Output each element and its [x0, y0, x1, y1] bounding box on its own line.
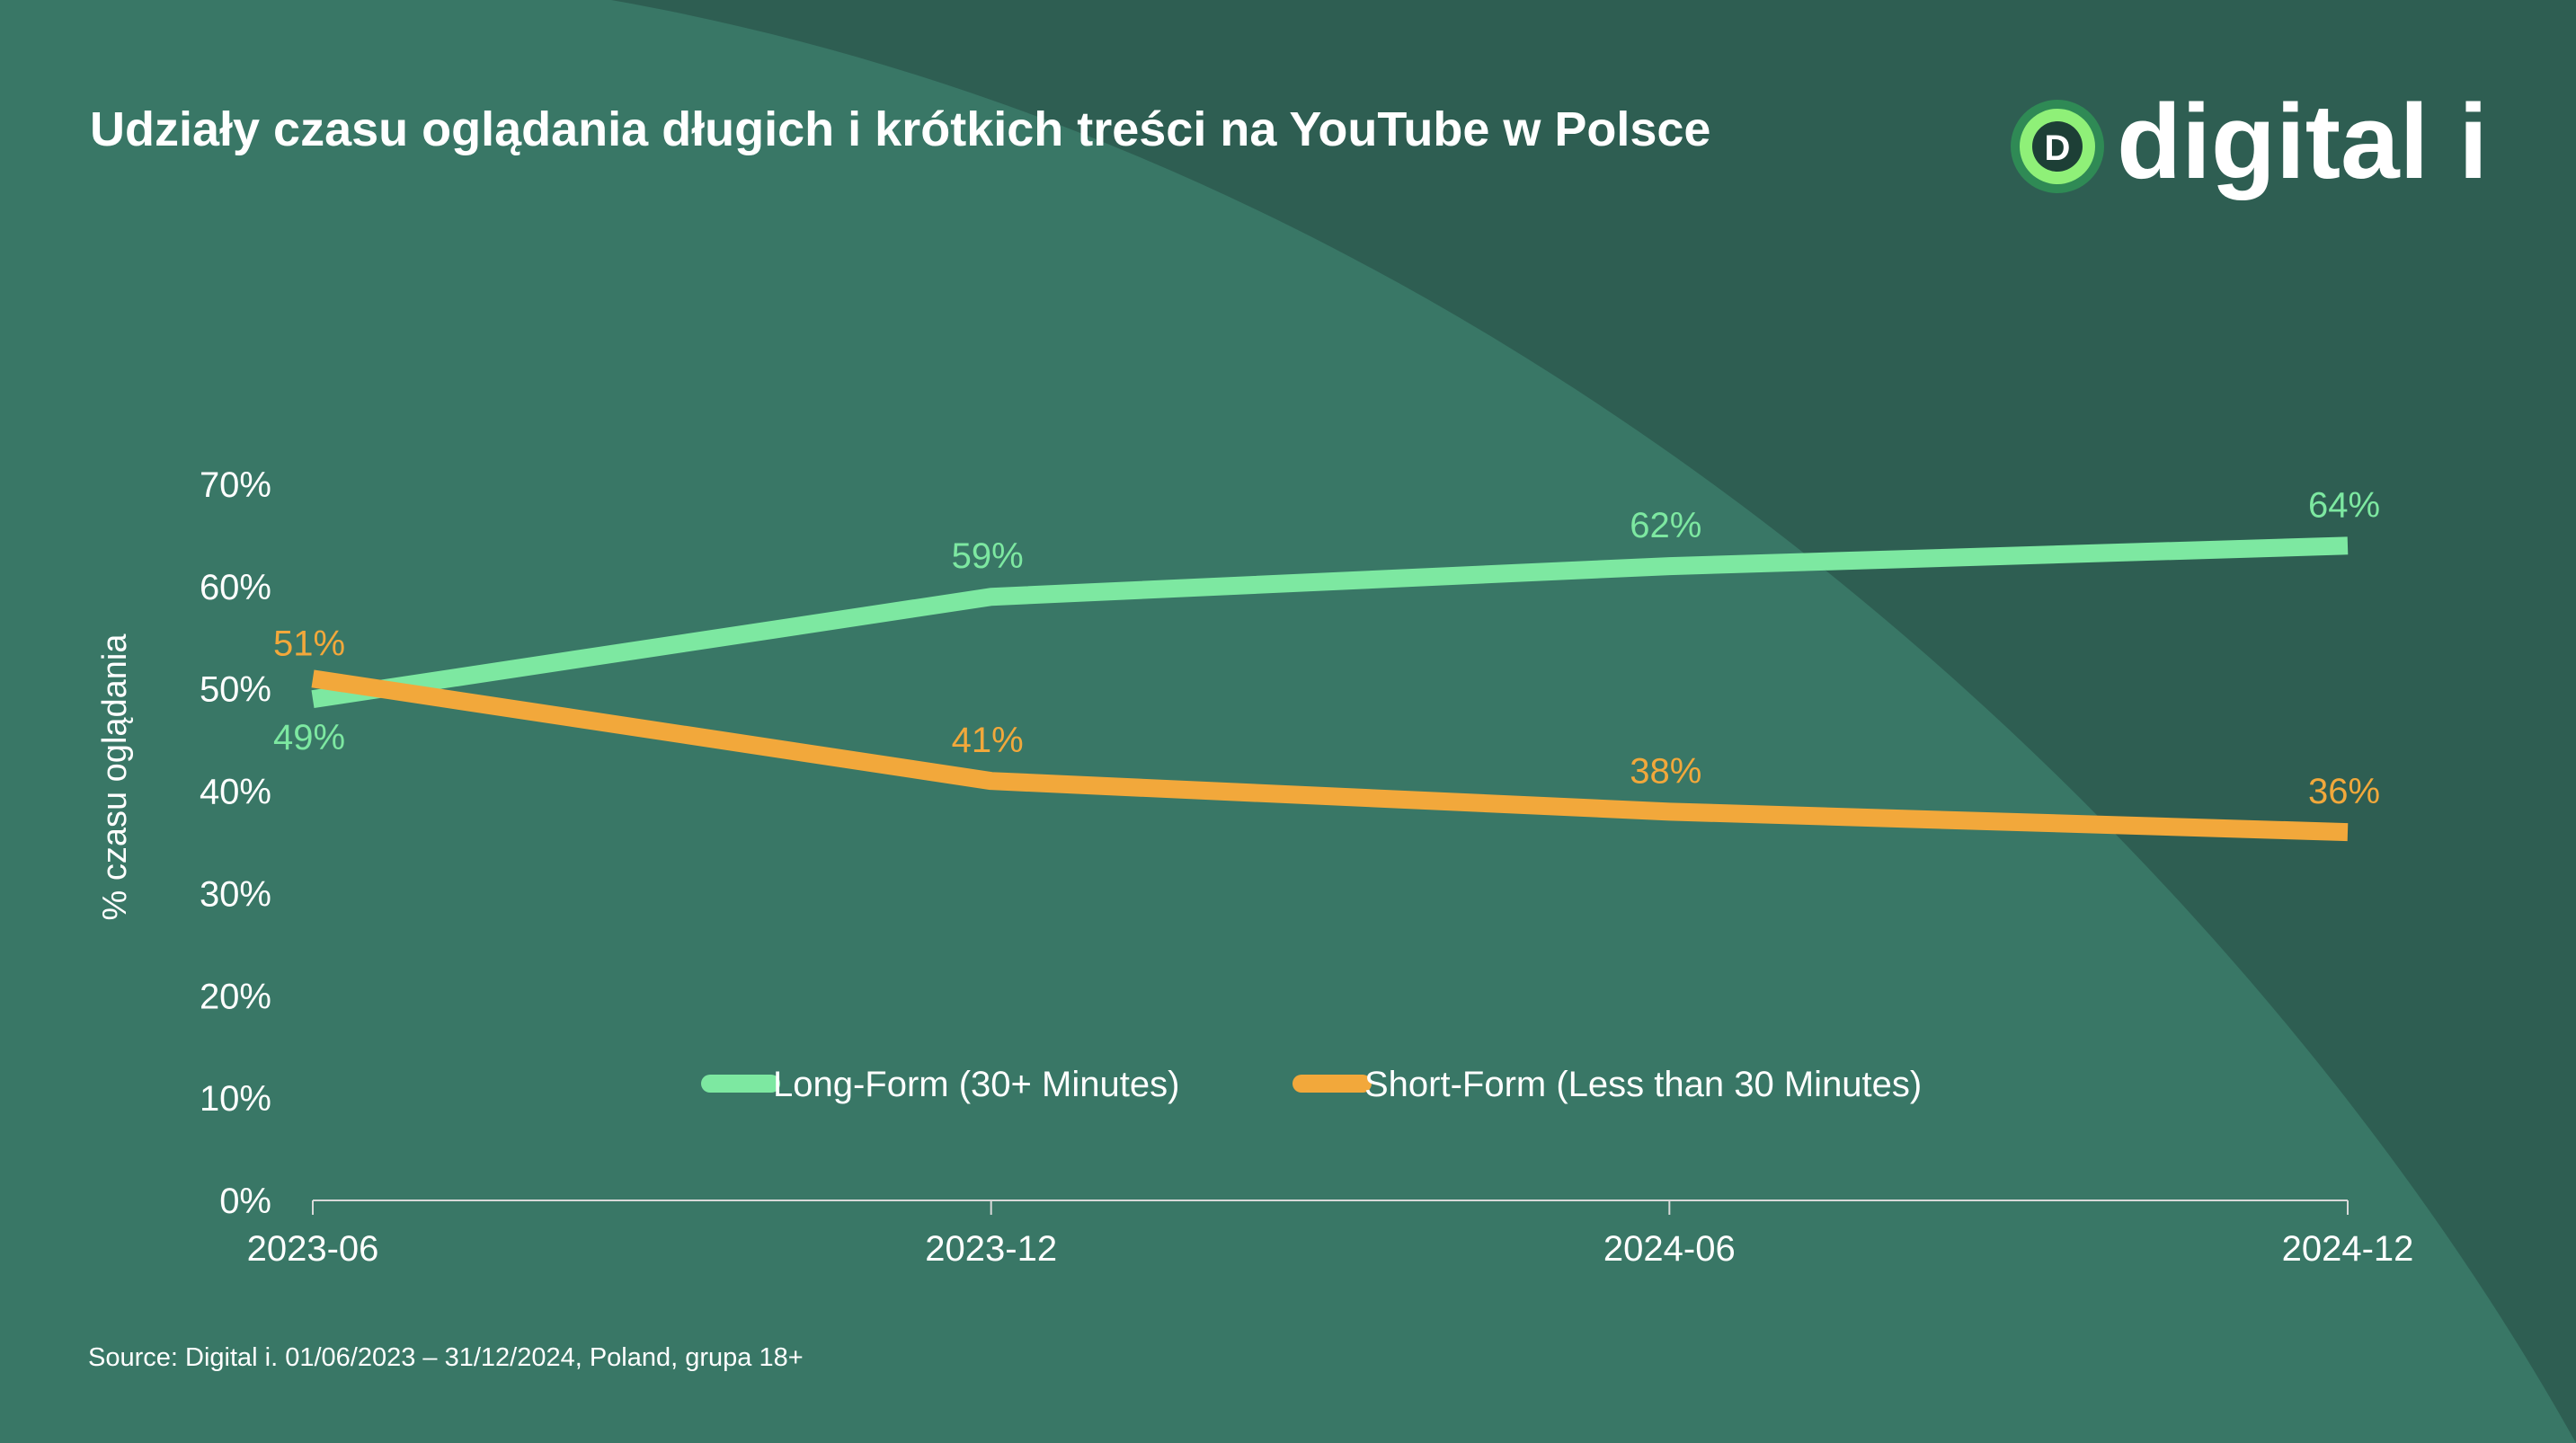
logo-mark-letter: D	[2045, 128, 2071, 168]
chart-axes: 2023-06 2023-12 2024-06 2024-12 0% 10% 20% 30% 4…	[96, 465, 2413, 1269]
data-label: 49%	[273, 718, 345, 757]
data-label: 36%	[2308, 772, 2380, 811]
x-tick-label: 2024-12	[2282, 1229, 2414, 1269]
chart-title: Udziały czasu oglądania długich i krótki…	[90, 102, 1710, 156]
chart-legend: Long-Form (30+ Minutes) Short-Form (Less …	[701, 1065, 1922, 1104]
data-label: 64%	[2308, 485, 2380, 525]
y-tick-label: 50%	[200, 670, 271, 710]
y-tick-label: 60%	[200, 568, 271, 607]
chart-data-labels: 49% 59% 62% 64% 51% 41% 38% 36%	[273, 485, 2380, 811]
x-tick-label: 2023-06	[247, 1229, 379, 1269]
y-tick-label: 0%	[219, 1182, 271, 1221]
data-label: 62%	[1630, 506, 1701, 545]
data-label: 51%	[273, 624, 345, 663]
y-axis-label: % czasu oglądania	[96, 633, 134, 921]
data-label: 59%	[952, 536, 1024, 576]
data-label: 38%	[1630, 751, 1701, 791]
source-note: Source: Digital i. 01/06/2023 – 31/12/20…	[88, 1343, 804, 1372]
data-label: 41%	[952, 721, 1024, 760]
logo-inner	[2032, 121, 2083, 172]
legend-label: Short-Form (Less than 30 Minutes)	[1364, 1065, 1922, 1104]
y-tick-label: 20%	[200, 977, 271, 1016]
series-line-short-form	[311, 669, 2349, 842]
y-tick-label: 40%	[200, 773, 271, 812]
y-tick-label: 70%	[200, 465, 271, 505]
x-tick-label: 2023-12	[925, 1229, 1057, 1269]
chart-series	[311, 536, 2349, 842]
x-tick-label: 2024-06	[1603, 1229, 1736, 1269]
logo-text: digital i	[2117, 83, 2488, 201]
series-line-long-form	[311, 536, 2349, 708]
y-tick-label: 30%	[200, 874, 271, 914]
legend-label: Long-Form (30+ Minutes)	[773, 1065, 1179, 1104]
y-tick-label: 10%	[200, 1079, 271, 1119]
logo: D digital i	[2011, 83, 2488, 201]
